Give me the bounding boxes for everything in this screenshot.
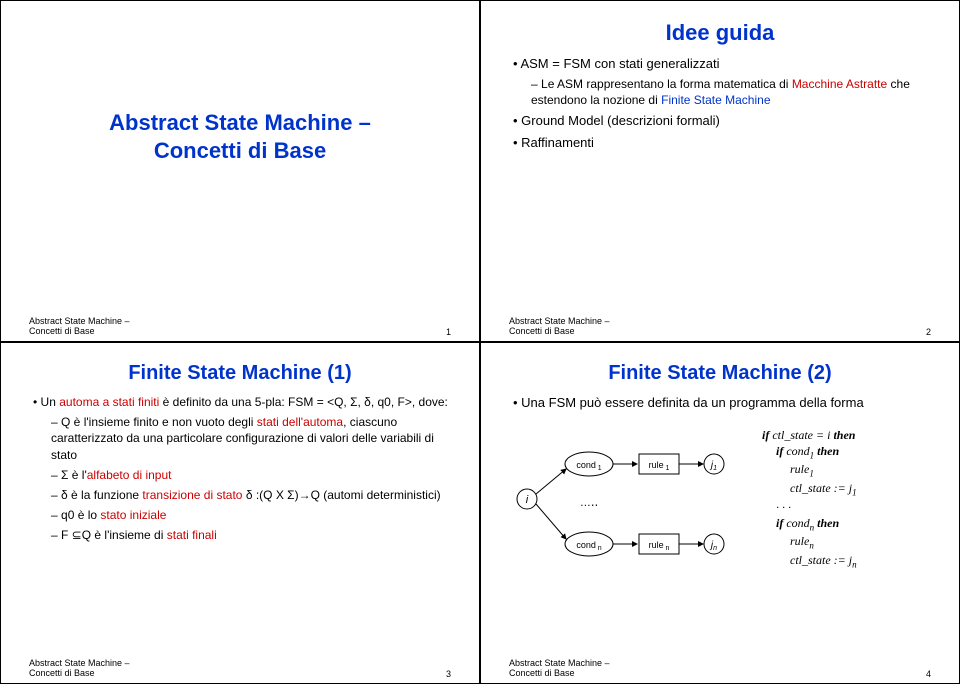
text-red: Macchine Astratte bbox=[792, 77, 887, 91]
sub-bullet: Q è l'insieme finito e non vuoto degli s… bbox=[51, 414, 451, 463]
text-red: alfabeto di input bbox=[87, 468, 172, 482]
rule-line: if cond1 then bbox=[776, 443, 857, 462]
text: δ :(Q X Σ)→Q (automi deterministici) bbox=[242, 488, 440, 502]
slide-title: Idee guida bbox=[509, 19, 931, 47]
page-number: 2 bbox=[926, 327, 931, 337]
rule-line: · · · bbox=[776, 499, 857, 515]
text: Un bbox=[41, 395, 60, 409]
slide-footer: Abstract State Machine – Concetti di Bas… bbox=[29, 317, 130, 337]
page-number: 3 bbox=[446, 669, 451, 679]
slide-title: Abstract State Machine – Concetti di Bas… bbox=[29, 109, 451, 164]
fsm-diagram-and-rules: i cond 1 cond n …‥ rule 1 rule n bbox=[509, 424, 931, 574]
text-red: stato iniziale bbox=[100, 508, 166, 522]
title-line1: Abstract State Machine – bbox=[29, 109, 451, 137]
rule-line: if condn then bbox=[776, 515, 857, 534]
text: è definito da una 5-pla: FSM = <Q, Σ, δ,… bbox=[159, 395, 448, 409]
sub-bullet: δ è la funzione transizione di stato δ :… bbox=[51, 487, 451, 503]
sub-bullet: Σ è l'alfabeto di input bbox=[51, 467, 451, 483]
slide-1: Abstract State Machine – Concetti di Bas… bbox=[0, 0, 480, 342]
text: Σ è l' bbox=[61, 468, 87, 482]
rule1-label: rule 1 bbox=[649, 460, 670, 472]
text: Le ASM rappresentano la forma matematica… bbox=[541, 77, 792, 91]
text-blue: Finite State Machine bbox=[661, 93, 770, 107]
slide-2: Idee guida ASM = FSM con stati generaliz… bbox=[480, 0, 960, 342]
condn-label: cond n bbox=[576, 540, 601, 552]
text-red: stati dell'automa bbox=[257, 415, 343, 429]
rule-line: if ctl_state = i then bbox=[762, 427, 857, 443]
title-line2: Concetti di Base bbox=[29, 137, 451, 165]
bullet: Raffinamenti bbox=[513, 134, 931, 152]
j1-label: j1 bbox=[709, 460, 717, 472]
footer-line1: Abstract State Machine – bbox=[29, 316, 130, 326]
text: F ⊆Q è l'insieme di bbox=[61, 528, 167, 542]
page-number: 4 bbox=[926, 669, 931, 679]
fsm-diagram: i cond 1 cond n …‥ rule 1 rule n bbox=[509, 424, 744, 574]
rulen-label: rule n bbox=[649, 540, 670, 552]
rules-block: if ctl_state = i then if cond1 then rule… bbox=[762, 427, 857, 571]
slide-footer: Abstract State Machine – Concetti di Bas… bbox=[29, 659, 130, 679]
diagram-dots: …‥ bbox=[580, 497, 598, 509]
bullet: Un automa a stati finiti è definito da u… bbox=[33, 394, 451, 410]
sub-bullet: q0 è lo stato iniziale bbox=[51, 507, 451, 523]
slide-footer: Abstract State Machine – Concetti di Bas… bbox=[509, 659, 610, 679]
footer-line2: Concetti di Base bbox=[509, 326, 575, 336]
rule-line: ctl_state := jn bbox=[790, 552, 857, 571]
footer-line1: Abstract State Machine – bbox=[509, 316, 610, 326]
cond1-label: cond 1 bbox=[576, 460, 601, 472]
bullet: ASM = FSM con stati generalizzati bbox=[513, 55, 931, 73]
footer-line2: Concetti di Base bbox=[509, 668, 575, 678]
rule-line: ctl_state := j1 bbox=[790, 480, 857, 499]
sub-bullet: F ⊆Q è l'insieme di stati finali bbox=[51, 527, 451, 543]
text: δ è la funzione bbox=[61, 488, 142, 502]
jn-label: jn bbox=[709, 540, 717, 552]
rule-line: rulen bbox=[790, 533, 857, 552]
footer-line2: Concetti di Base bbox=[29, 668, 95, 678]
text-red: transizione di stato bbox=[142, 488, 242, 502]
footer-line2: Concetti di Base bbox=[29, 326, 95, 336]
text-red: automa a stati finiti bbox=[59, 395, 159, 409]
slide-footer: Abstract State Machine – Concetti di Bas… bbox=[509, 317, 610, 337]
slide-title: Finite State Machine (1) bbox=[29, 361, 451, 386]
node-i-label: i bbox=[526, 494, 529, 506]
rule-line: rule1 bbox=[790, 461, 857, 480]
bullet: Una FSM può essere definita da un progra… bbox=[513, 394, 931, 412]
text: Q è l'insieme finito e non vuoto degli bbox=[61, 415, 257, 429]
footer-line1: Abstract State Machine – bbox=[509, 658, 610, 668]
sub-bullet: Le ASM rappresentano la forma matematica… bbox=[531, 76, 931, 108]
bullet: Ground Model (descrizioni formali) bbox=[513, 112, 931, 130]
text-red: stati finali bbox=[167, 528, 217, 542]
slide-title: Finite State Machine (2) bbox=[509, 361, 931, 386]
footer-line1: Abstract State Machine – bbox=[29, 658, 130, 668]
text: q0 è lo bbox=[61, 508, 100, 522]
slide-4: Finite State Machine (2) Una FSM può ess… bbox=[480, 342, 960, 684]
slide-3: Finite State Machine (1) Un automa a sta… bbox=[0, 342, 480, 684]
page-number: 1 bbox=[446, 327, 451, 337]
